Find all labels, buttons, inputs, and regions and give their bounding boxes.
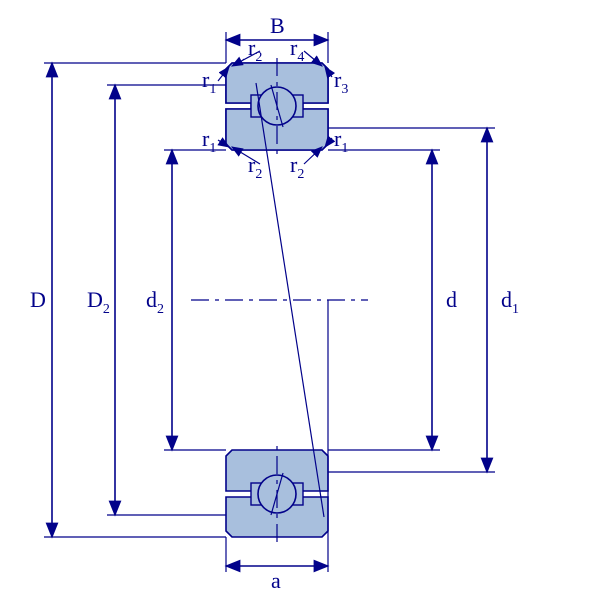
label-d: d [446, 287, 457, 312]
bearing-cross-section: BaDD2d2dd1r1r2r4r3r1r2r1r2 [0, 0, 600, 600]
label-r1-tl: r1 [202, 67, 216, 97]
label-D2: D2 [87, 287, 110, 317]
label-d2: d2 [146, 287, 164, 317]
label-r1-bl: r1 [202, 126, 216, 156]
label-B: B [270, 13, 285, 38]
label-a: a [271, 568, 281, 593]
label-r3: r3 [334, 67, 348, 97]
label-r2-br: r2 [290, 152, 304, 182]
label-r1-br: r1 [334, 126, 348, 156]
label-d1: d1 [501, 287, 519, 317]
label-D: D [30, 287, 46, 312]
label-r2-bl: r2 [248, 152, 262, 182]
